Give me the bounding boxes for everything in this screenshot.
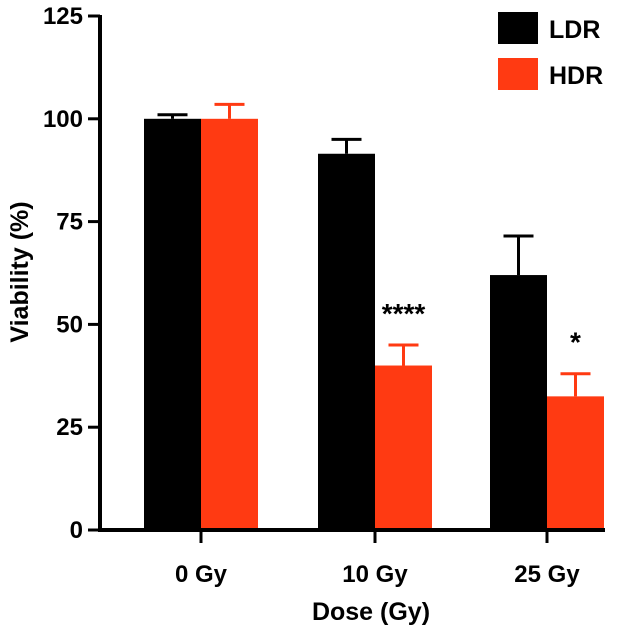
bar-ldr-25-gy: [490, 275, 547, 530]
significance-label: ****: [382, 298, 426, 329]
legend-label-ldr: LDR: [549, 16, 600, 44]
y-tick-label: 50: [56, 311, 83, 338]
bar-ldr-10-gy: [318, 153, 375, 530]
y-tick-label: 125: [43, 3, 83, 30]
legend-swatch-hdr: [498, 58, 538, 90]
x-ticks: 0 Gy 10 Gy 25 Gy: [175, 530, 580, 588]
y-ticks: 0 25 50 75 100 125: [43, 3, 100, 544]
y-tick-label: 75: [56, 209, 83, 236]
bars-layer: [144, 102, 604, 531]
annotations: *****: [382, 298, 581, 358]
y-tick-label: 0: [70, 517, 83, 544]
x-tick-label: 10 Gy: [342, 561, 408, 588]
y-tick-label: 100: [43, 106, 83, 133]
axes-layer: [98, 15, 605, 532]
significance-label: *: [570, 327, 581, 358]
x-tick-label: 0 Gy: [175, 561, 228, 588]
legend: LDR HDR: [498, 12, 603, 90]
bar-hdr-25-gy: [547, 396, 604, 530]
bar-ldr-0-gy: [144, 118, 201, 531]
x-tick-label: 25 Gy: [514, 561, 580, 588]
legend-swatch-ldr: [498, 12, 538, 44]
y-tick-label: 25: [56, 414, 83, 441]
legend-label-hdr: HDR: [549, 62, 603, 90]
y-axis-title: Viability (%): [6, 201, 34, 342]
bar-hdr-10-gy: [375, 365, 432, 530]
x-axis-title: Dose (Gy): [312, 598, 430, 626]
bar-hdr-0-gy: [201, 118, 258, 531]
